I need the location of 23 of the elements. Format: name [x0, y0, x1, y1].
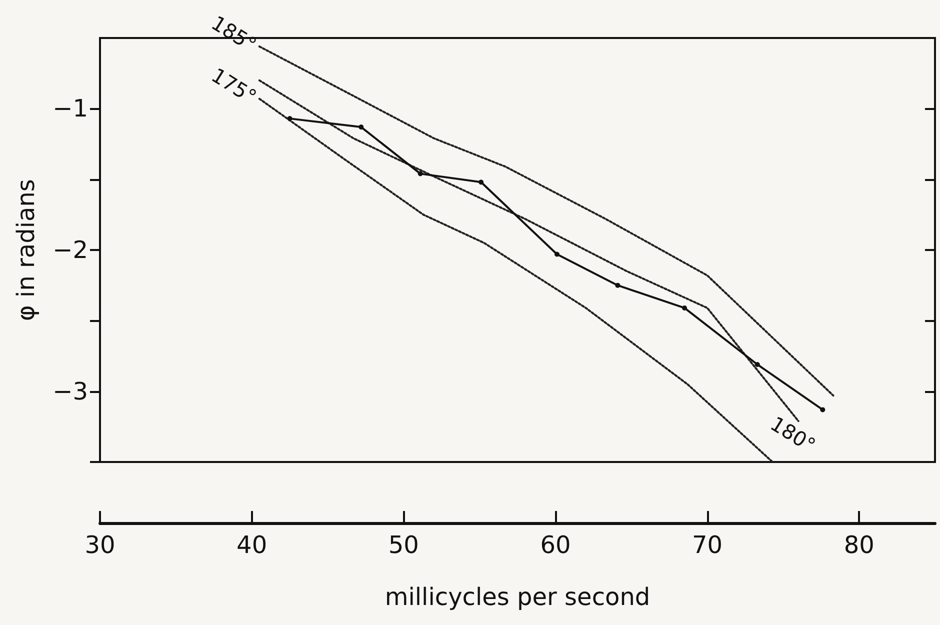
- y-tick-label: −3: [52, 377, 88, 406]
- x-tick-label: 40: [236, 531, 268, 559]
- point: [478, 180, 484, 185]
- point: [754, 362, 760, 367]
- x-tick-label: 30: [84, 531, 116, 559]
- point: [358, 124, 364, 130]
- x-tick-label: 60: [540, 531, 571, 559]
- x-tick-label: 50: [388, 531, 419, 559]
- x-tick-label: 70: [692, 531, 723, 559]
- point: [820, 407, 826, 412]
- x-axis-title: millicycles per second: [384, 583, 650, 611]
- point: [554, 252, 560, 257]
- point: [287, 116, 292, 122]
- y-axis-title: φ in radians: [12, 179, 40, 321]
- text: 175°: [207, 63, 261, 109]
- text: 180°: [766, 412, 820, 458]
- point: [418, 171, 423, 176]
- point: [682, 305, 687, 310]
- y-tick-label: −1: [52, 94, 88, 123]
- point: [615, 282, 620, 288]
- y-tick-label: −2: [52, 236, 88, 264]
- x-tick-label: 80: [844, 531, 874, 559]
- line-series: [258, 45, 834, 397]
